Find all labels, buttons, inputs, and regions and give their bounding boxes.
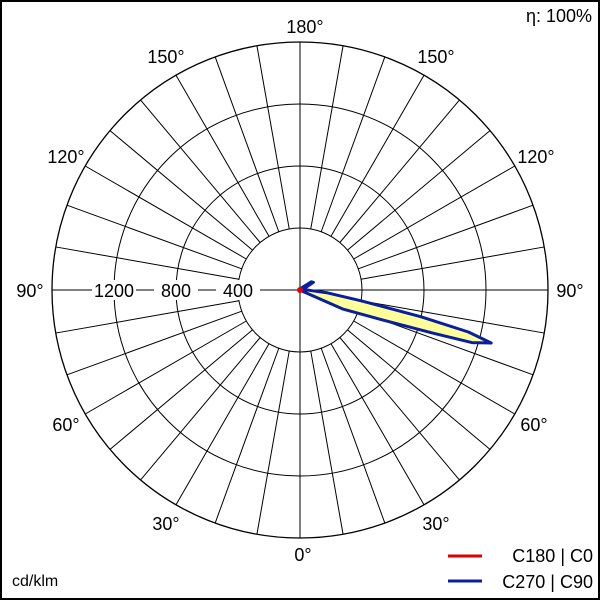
angle-label-lower-right: 30°	[422, 514, 449, 534]
radial-tick-label: 800	[161, 281, 191, 301]
radial-tick-bg	[154, 280, 198, 300]
grid-spoke	[66, 204, 242, 270]
grid-spoke	[84, 165, 247, 260]
grid-spoke	[214, 56, 280, 232]
angle-label-side-left: 90°	[16, 281, 43, 301]
radial-tick-bg	[216, 280, 260, 300]
angle-label-mid-upper-left: 120°	[47, 147, 84, 167]
series-line-1	[298, 280, 493, 345]
grid-spoke	[109, 329, 253, 450]
grid-spoke	[360, 300, 545, 334]
grid-spoke	[256, 45, 290, 230]
legend: C180 | C0 C270 | C90	[448, 546, 593, 592]
angle-label-upper-right: 150°	[417, 47, 454, 67]
grid-spoke	[140, 99, 261, 243]
legend-label-c270-c90: C270 | C90	[502, 572, 593, 592]
grid-spoke	[84, 320, 247, 415]
series-layer	[297, 280, 493, 345]
chart-labels: 400 800 1200 180° 150° 150° 120° 120° 90° 90° 60° 6…	[16, 17, 583, 565]
grid-spoke	[55, 300, 240, 334]
angle-label-top: 180°	[286, 17, 323, 37]
angle-label-upper-left: 150°	[147, 47, 184, 67]
grid-spoke	[358, 204, 534, 270]
grid-spoke	[347, 130, 491, 251]
angle-label-side-right: 90°	[556, 281, 583, 301]
grid-spoke	[339, 99, 460, 243]
unit-label: cd/klm	[12, 573, 58, 590]
radial-tick-bg	[92, 280, 136, 300]
grid-spoke	[353, 320, 516, 415]
series-fill-1	[300, 281, 492, 343]
grid-spoke	[175, 343, 270, 506]
angle-label-mid-upper-right: 120°	[517, 147, 554, 167]
grid-spoke	[310, 350, 344, 535]
legend-label-c180-c0: C180 | C0	[512, 546, 593, 566]
grid-circle	[51, 41, 549, 539]
grid-spoke	[214, 348, 280, 524]
grid-spoke	[339, 337, 460, 481]
grid-spoke	[66, 310, 242, 376]
grid-spoke	[320, 348, 386, 524]
grid-spoke	[55, 246, 240, 280]
radial-tick-label: 1200	[94, 281, 134, 301]
grid-spoke	[330, 74, 425, 237]
efficiency-label: η: 100%	[526, 6, 592, 26]
grid-spoke	[320, 56, 386, 232]
angle-label-bottom: 0°	[294, 545, 311, 565]
angle-label-mid-lower-left: 60°	[52, 415, 79, 435]
grid-spoke	[256, 350, 290, 535]
grid-spoke	[347, 329, 491, 450]
grid-spoke	[175, 74, 270, 237]
grid-spoke	[330, 343, 425, 506]
angle-label-lower-left: 30°	[152, 514, 179, 534]
grid-spoke	[140, 337, 261, 481]
grid-spoke	[310, 45, 344, 230]
series-center-dot	[297, 287, 303, 293]
angle-label-mid-lower-right: 60°	[520, 415, 547, 435]
grid-spoke	[353, 165, 516, 260]
radial-tick-label: 400	[223, 281, 253, 301]
grid-spoke	[109, 130, 253, 251]
grid-spoke	[360, 246, 545, 280]
